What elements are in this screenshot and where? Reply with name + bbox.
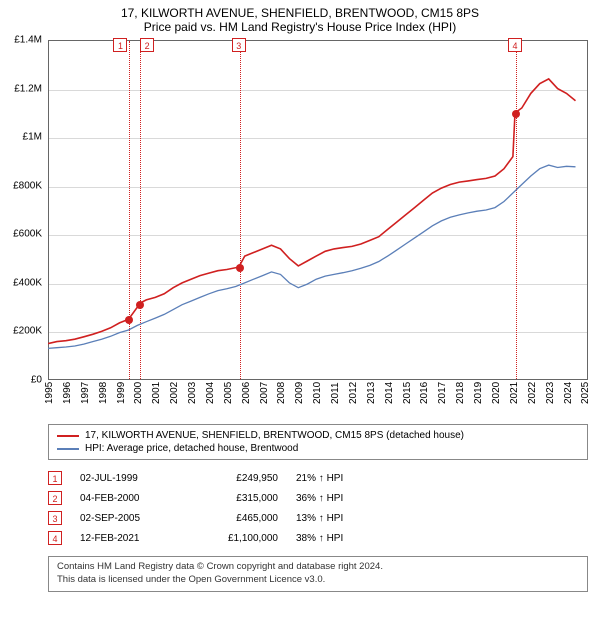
x-tick-label: 2023	[545, 382, 556, 404]
event-table-row: 2 04-FEB-2000 £315,000 36% ↑ HPI	[48, 488, 588, 508]
event-table-price: £315,000	[198, 493, 278, 504]
footer-line2: This data is licensed under the Open Gov…	[57, 574, 579, 587]
event-table-index: 2	[48, 491, 62, 505]
event-number-box: 3	[232, 38, 246, 52]
x-tick-label: 2015	[402, 382, 413, 404]
event-table-price: £249,950	[198, 473, 278, 484]
x-tick-label: 2024	[563, 382, 574, 404]
chart-title-block: 17, KILWORTH AVENUE, SHENFIELD, BRENTWOO…	[0, 0, 600, 34]
event-table-pct: 21% ↑ HPI	[296, 473, 386, 484]
chart-title-line1: 17, KILWORTH AVENUE, SHENFIELD, BRENTWOO…	[0, 6, 600, 20]
y-tick-label: £400K	[13, 277, 42, 288]
x-tick-label: 2022	[527, 382, 538, 404]
events-table: 1 02-JUL-1999 £249,950 21% ↑ HPI 2 04-FEB-200…	[48, 468, 588, 548]
event-table-row: 3 02-SEP-2005 £465,000 13% ↑ HPI	[48, 508, 588, 528]
x-tick-label: 2012	[348, 382, 359, 404]
x-tick-label: 2002	[169, 382, 180, 404]
event-table-pct: 36% ↑ HPI	[296, 493, 386, 504]
y-tick-label: £1.2M	[14, 83, 42, 94]
x-tick-label: 1996	[62, 382, 73, 404]
series-line-property_price	[48, 79, 576, 344]
y-tick-label: £600K	[13, 229, 42, 240]
event-number-box: 1	[113, 38, 127, 52]
event-table-date: 02-SEP-2005	[80, 513, 180, 524]
chart-title-line2: Price paid vs. HM Land Registry's House …	[0, 20, 600, 34]
legend-item: 17, KILWORTH AVENUE, SHENFIELD, BRENTWOO…	[57, 429, 579, 442]
footer-box: Contains HM Land Registry data © Crown c…	[48, 556, 588, 592]
legend-item: HPI: Average price, detached house, Bren…	[57, 442, 579, 455]
event-table-price: £465,000	[198, 513, 278, 524]
footer-line1: Contains HM Land Registry data © Crown c…	[57, 561, 579, 574]
x-tick-label: 2001	[151, 382, 162, 404]
x-tick-label: 2017	[437, 382, 448, 404]
event-table-price: £1,100,000	[198, 533, 278, 544]
legend-swatch	[57, 448, 79, 450]
chart-area: £0£200K£400K£600K£800K£1M£1.2M£1.4M19951…	[48, 40, 588, 380]
x-tick-label: 2010	[312, 382, 323, 404]
x-tick-label: 2016	[419, 382, 430, 404]
y-tick-label: £1.4M	[14, 35, 42, 46]
y-tick-label: £1M	[23, 132, 42, 143]
series-line-hpi	[48, 165, 576, 348]
x-tick-label: 2020	[491, 382, 502, 404]
legend-swatch	[57, 435, 79, 437]
x-tick-label: 2000	[133, 382, 144, 404]
event-table-pct: 13% ↑ HPI	[296, 513, 386, 524]
x-tick-label: 1995	[44, 382, 55, 404]
x-tick-label: 1998	[98, 382, 109, 404]
x-tick-label: 2013	[366, 382, 377, 404]
event-table-index: 1	[48, 471, 62, 485]
x-tick-label: 2019	[473, 382, 484, 404]
legend: 17, KILWORTH AVENUE, SHENFIELD, BRENTWOO…	[48, 424, 588, 460]
x-tick-label: 2005	[223, 382, 234, 404]
x-tick-label: 2018	[455, 382, 466, 404]
legend-label: 17, KILWORTH AVENUE, SHENFIELD, BRENTWOO…	[85, 430, 464, 441]
x-tick-label: 2011	[330, 382, 341, 404]
event-table-row: 1 02-JUL-1999 £249,950 21% ↑ HPI	[48, 468, 588, 488]
event-table-date: 04-FEB-2000	[80, 493, 180, 504]
event-table-date: 12-FEB-2021	[80, 533, 180, 544]
x-tick-label: 2025	[580, 382, 591, 404]
x-tick-label: 1999	[116, 382, 127, 404]
legend-label: HPI: Average price, detached house, Bren…	[85, 443, 298, 454]
x-tick-label: 2003	[187, 382, 198, 404]
x-tick-label: 2004	[205, 382, 216, 404]
chart-svg	[48, 40, 588, 380]
event-number-box: 4	[508, 38, 522, 52]
x-tick-label: 2021	[509, 382, 520, 404]
event-table-pct: 38% ↑ HPI	[296, 533, 386, 544]
x-tick-label: 2008	[276, 382, 287, 404]
event-number-box: 2	[140, 38, 154, 52]
event-table-index: 3	[48, 511, 62, 525]
x-tick-label: 2009	[294, 382, 305, 404]
x-tick-label: 2006	[241, 382, 252, 404]
event-table-row: 4 12-FEB-2021 £1,100,000 38% ↑ HPI	[48, 528, 588, 548]
y-tick-label: £0	[31, 375, 42, 386]
x-tick-label: 1997	[80, 382, 91, 404]
x-tick-label: 2007	[259, 382, 270, 404]
event-table-index: 4	[48, 531, 62, 545]
y-tick-label: £800K	[13, 180, 42, 191]
x-tick-label: 2014	[384, 382, 395, 404]
event-table-date: 02-JUL-1999	[80, 473, 180, 484]
y-tick-label: £200K	[13, 326, 42, 337]
